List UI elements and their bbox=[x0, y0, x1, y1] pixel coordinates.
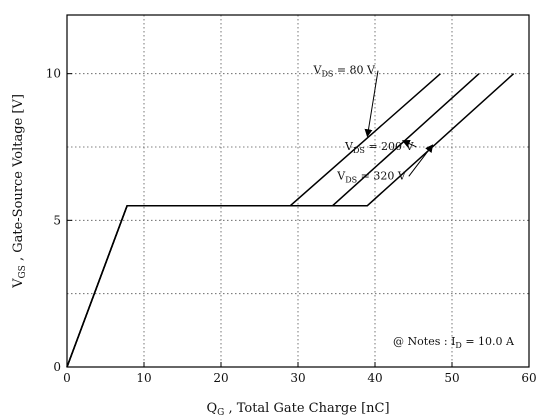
series-arrow-2 bbox=[401, 139, 417, 148]
x-tick-label: 10 bbox=[136, 371, 151, 385]
series-line-2 bbox=[66, 73, 480, 368]
y-tick-label: 10 bbox=[46, 67, 61, 81]
series-annotations: VDS = 80 V VDS = 200 V VDS = 320 V bbox=[312, 64, 434, 184]
series-arrow-3 bbox=[408, 144, 434, 177]
series-lines bbox=[66, 73, 515, 368]
x-tick-label: 60 bbox=[521, 371, 536, 385]
x-axis-label: QG , Total Gate Charge [nC] bbox=[206, 401, 389, 417]
series-label-2: VDS = 200 V bbox=[344, 140, 415, 155]
x-tick-label: 30 bbox=[290, 371, 305, 385]
series-label-3: VDS = 320 V bbox=[336, 169, 407, 184]
series-line-3 bbox=[66, 73, 515, 368]
y-tick-label: 0 bbox=[53, 360, 61, 374]
note-label: @ Notes : ID = 10.0 A bbox=[393, 335, 515, 350]
series-arrow-1 bbox=[364, 70, 379, 138]
y-axis-label: VGS , Gate-Source Voltage [V] bbox=[11, 94, 28, 289]
x-tick-label: 40 bbox=[367, 371, 382, 385]
x-tick-label: 0 bbox=[63, 371, 71, 385]
axis-ticks: 0 10 20 30 40 50 60 0 5 10 bbox=[46, 67, 537, 385]
series-label-1: VDS = 80 V bbox=[312, 64, 376, 79]
x-tick-label: 50 bbox=[444, 371, 459, 385]
grid bbox=[67, 15, 529, 367]
x-tick-label: 20 bbox=[213, 371, 228, 385]
y-tick-label: 5 bbox=[53, 213, 61, 227]
